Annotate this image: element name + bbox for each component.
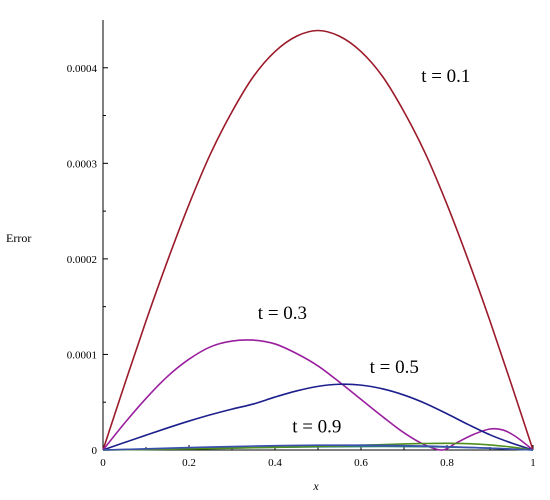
series-label: t = 0.5 — [370, 357, 419, 378]
y-tick-label: 0.0001 — [67, 349, 97, 361]
x-axis-title: x — [312, 479, 319, 493]
series-line-t-0-5 — [102, 383, 534, 451]
axes: 0 0.0001 0.0002 0.0003 0.0004 0 0.2 0.4 0.6 0.8 1 — [67, 20, 536, 469]
x-tick-label: 0.4 — [268, 457, 282, 469]
y-tick-label: 0 — [92, 445, 98, 457]
series-label: t = 0.9 — [292, 416, 341, 437]
series-line-t-0-9 — [102, 442, 534, 451]
y-tick-label: 0.0003 — [67, 158, 98, 170]
series-line-5 — [102, 444, 534, 451]
series-label: t = 0.3 — [258, 303, 307, 324]
x-tick-label: 1 — [530, 457, 536, 469]
series-lines — [102, 29, 534, 451]
series-label: t = 0.1 — [421, 66, 470, 87]
series-labels: t = 0.1 t = 0.3 t = 0.5 t = 0.9 — [258, 66, 471, 437]
x-tick-label: 0.6 — [354, 457, 368, 469]
y-tick-label: 0.0002 — [67, 254, 97, 266]
series-line-t-0-3 — [102, 339, 534, 451]
y-tick-label: 0.0004 — [67, 63, 98, 75]
x-tick-label: 0 — [100, 457, 106, 469]
x-tick-label: 0.2 — [182, 457, 196, 469]
y-axis-title: Error — [6, 231, 31, 245]
x-tick-label: 0.8 — [440, 457, 454, 469]
series-line-t-0-1 — [102, 29, 534, 451]
